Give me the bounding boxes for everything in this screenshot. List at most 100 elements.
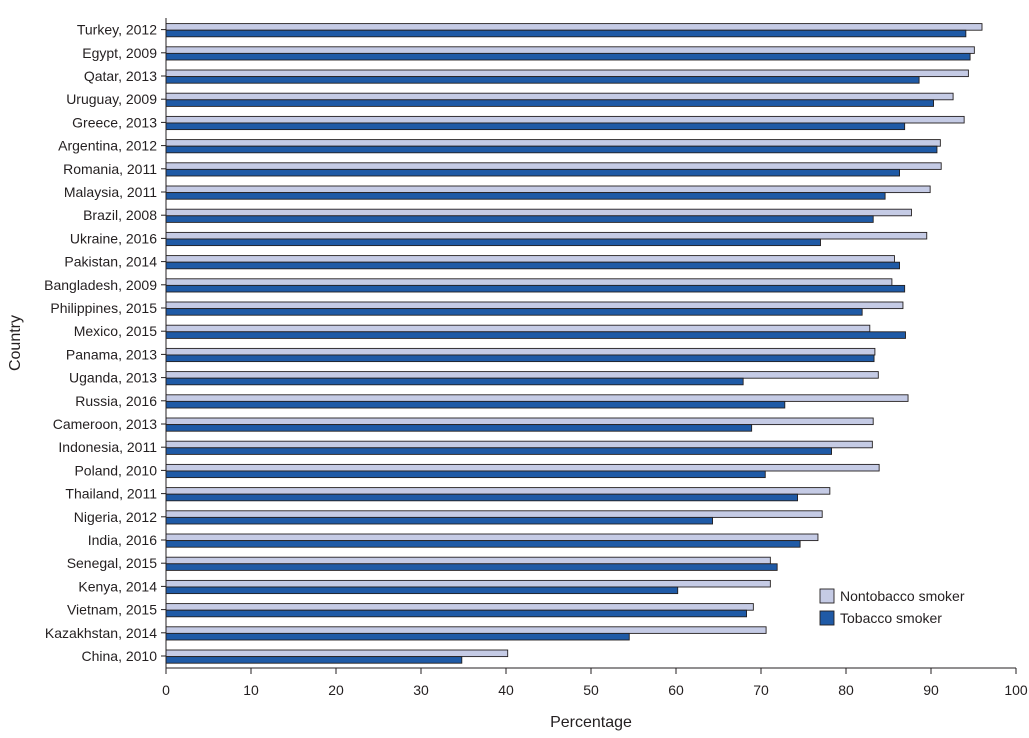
bar-tobacco-smoker [165, 540, 801, 548]
bar-nontobacco-smoker [165, 603, 754, 611]
bar-tobacco-smoker [165, 29, 967, 38]
bar-nontobacco-smoker [165, 417, 874, 426]
bar-nontobacco-smoker [165, 92, 954, 101]
legend-label: Nontobacco smoker [840, 588, 965, 604]
category-label: Nigeria, 2012 [74, 509, 157, 525]
category-label: Poland, 2010 [74, 462, 157, 478]
legend-swatch [819, 610, 835, 626]
category-label: Philippines, 2015 [50, 300, 157, 316]
bar-tobacco-smoker [165, 609, 747, 618]
category-label: Romania, 2011 [63, 161, 157, 177]
category-label: Turkey, 2012 [77, 22, 157, 38]
x-tick-label: 10 [243, 682, 259, 698]
bar-nontobacco-smoker [165, 301, 904, 310]
legend-swatch [819, 588, 835, 604]
bar-tobacco-smoker [165, 656, 463, 664]
legend: Nontobacco smoker Tobacco smoker [819, 588, 965, 626]
legend-label: Tobacco smoker [840, 610, 942, 626]
category-label: Cameroon, 2013 [53, 416, 158, 432]
bar-tobacco-smoker [165, 145, 938, 154]
bar-nontobacco-smoker [165, 371, 879, 379]
bar-nontobacco-smoker [165, 208, 912, 217]
category-label: Kenya, 2014 [78, 578, 157, 594]
bar-tobacco-smoker [165, 308, 863, 316]
bar-tobacco-smoker [165, 215, 874, 223]
bar-nontobacco-smoker [165, 649, 509, 658]
bar-nontobacco-smoker [165, 324, 871, 333]
category-label: Indonesia, 2011 [58, 439, 157, 455]
bar-tobacco-smoker [165, 122, 906, 131]
x-tick-label: 20 [328, 682, 344, 698]
bar-nontobacco-smoker [165, 255, 895, 263]
category-label: Malaysia, 2011 [64, 184, 157, 200]
bar-tobacco-smoker [165, 424, 753, 432]
bar-nontobacco-smoker [165, 139, 941, 147]
bar-nontobacco-smoker [165, 115, 965, 124]
bar-nontobacco-smoker [165, 463, 880, 472]
bar-nontobacco-smoker [165, 231, 928, 240]
category-label: Mexico, 2015 [74, 323, 157, 339]
y-axis-title: Country [7, 315, 24, 371]
bar-tobacco-smoker [165, 400, 786, 409]
bar-nontobacco-smoker [165, 626, 767, 634]
bar-tobacco-smoker [165, 261, 900, 270]
category-label: Egypt, 2009 [82, 45, 157, 61]
x-axis-title: Percentage [550, 714, 632, 731]
category-label: Uruguay, 2009 [66, 91, 157, 107]
bar-tobacco-smoker [165, 447, 832, 455]
x-tick-label: 80 [838, 682, 854, 698]
bar-tobacco-smoker [165, 563, 778, 571]
x-tick-label: 70 [753, 682, 769, 698]
bar-nontobacco-smoker [165, 510, 823, 518]
bar-tobacco-smoker [165, 331, 906, 339]
x-tick-label: 50 [583, 682, 599, 698]
x-tick-label: 60 [668, 682, 684, 698]
bar-tobacco-smoker [165, 354, 875, 363]
category-label: Bangladesh, 2009 [44, 277, 157, 293]
bar-nontobacco-smoker [165, 162, 942, 170]
bar-nontobacco-smoker [165, 46, 975, 54]
bars-group [165, 23, 983, 664]
bar-tobacco-smoker [165, 238, 821, 247]
bar-tobacco-smoker [165, 99, 934, 107]
bar-tobacco-smoker [165, 76, 920, 84]
x-tick-label: 90 [923, 682, 939, 698]
x-tick-label: 0 [162, 682, 170, 698]
category-label: Russia, 2016 [75, 393, 157, 409]
category-label: Thailand, 2011 [65, 486, 157, 502]
bar-nontobacco-smoker [165, 533, 819, 542]
bar-tobacco-smoker [165, 516, 713, 525]
bar-tobacco-smoker [165, 470, 766, 479]
bar-nontobacco-smoker [165, 556, 771, 565]
bar-nontobacco-smoker [165, 440, 873, 449]
category-label: Qatar, 2013 [84, 68, 157, 84]
category-label: China, 2010 [81, 648, 157, 664]
category-labels: Turkey, 2012 Egypt, 2009 Qatar, 2013 Urugua… [44, 22, 166, 664]
bar-nontobacco-smoker [165, 69, 969, 78]
category-label: Uganda, 2013 [69, 370, 157, 386]
x-tick-label: 40 [498, 682, 514, 698]
category-label: Panama, 2013 [66, 346, 157, 362]
bar-nontobacco-smoker [165, 278, 893, 286]
bar-tobacco-smoker [165, 493, 798, 502]
bar-tobacco-smoker [165, 377, 744, 386]
x-ticks: 0 10 20 30 40 50 60 70 80 90 100 [162, 668, 1028, 698]
category-label: Senegal, 2015 [67, 555, 158, 571]
bar-tobacco-smoker [165, 192, 886, 200]
category-label: Argentina, 2012 [58, 138, 157, 154]
category-label: Ukraine, 2016 [70, 230, 157, 246]
bar-nontobacco-smoker [165, 579, 771, 588]
bar-tobacco-smoker [165, 632, 630, 641]
category-label: India, 2016 [88, 532, 157, 548]
category-label: Brazil, 2008 [83, 207, 157, 223]
bar-nontobacco-smoker [165, 185, 931, 194]
category-label: Kazakhstan, 2014 [45, 625, 157, 641]
x-tick-label: 30 [413, 682, 429, 698]
category-label: Vietnam, 2015 [67, 602, 157, 618]
bar-tobacco-smoker [165, 284, 906, 293]
bar-nontobacco-smoker [165, 347, 876, 356]
bar-tobacco-smoker [165, 52, 971, 61]
category-label: Greece, 2013 [72, 114, 157, 130]
bar-nontobacco-smoker [165, 23, 983, 31]
